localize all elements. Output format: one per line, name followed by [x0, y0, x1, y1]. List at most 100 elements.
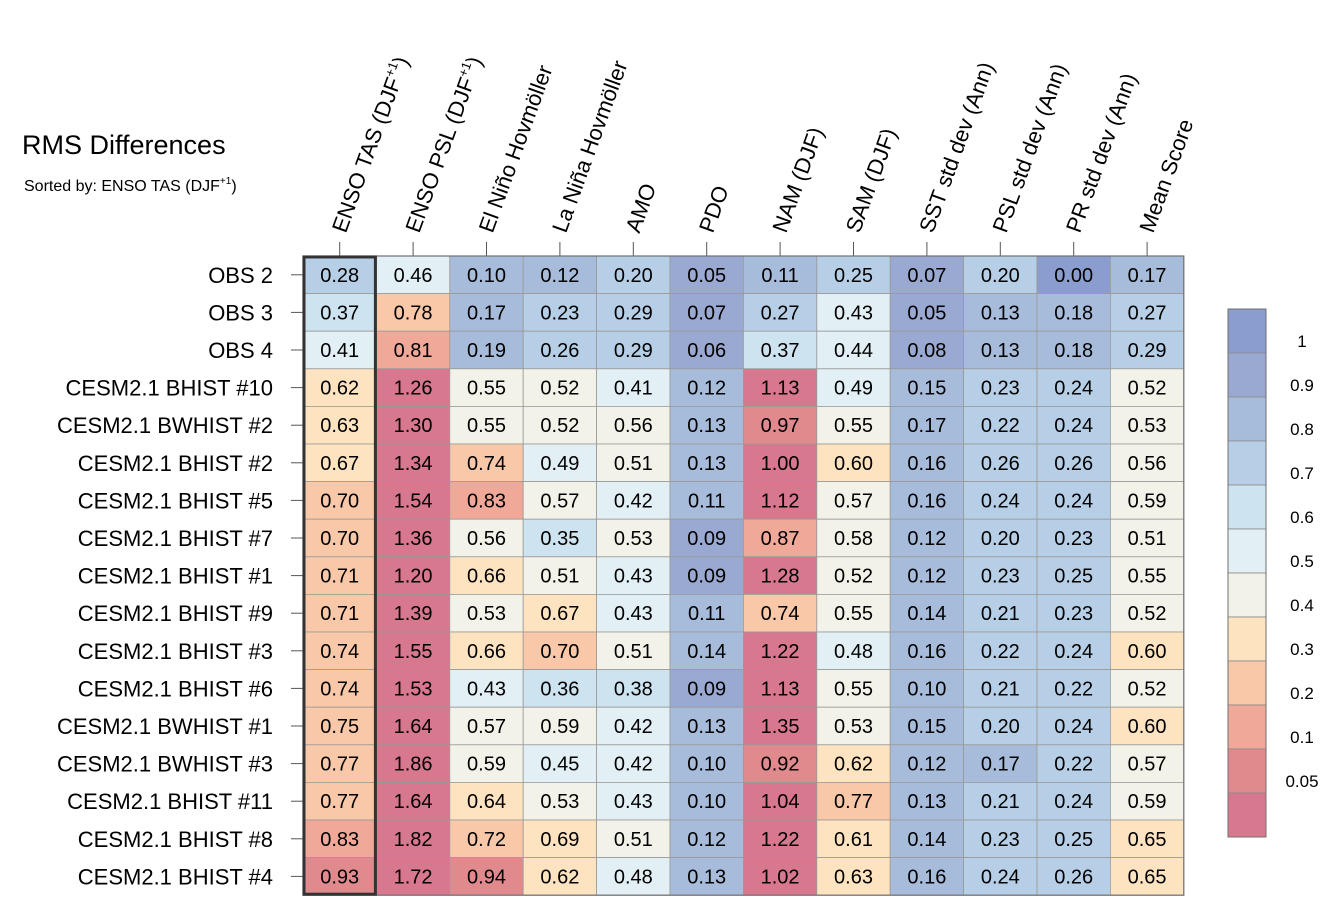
cell-value: 0.63 [320, 415, 359, 437]
row-label: CESM2.1 BHIST #8 [78, 827, 273, 852]
cell-value: 0.72 [467, 829, 506, 851]
cell-value: 0.56 [614, 415, 653, 437]
row-label: CESM2.1 BHIST #7 [78, 526, 273, 551]
highlight-box [302, 255, 377, 896]
cell-value: 0.53 [1128, 415, 1167, 437]
heatmap-cell [1110, 293, 1185, 332]
heatmap-cell [375, 518, 451, 558]
cell-value: 1.30 [394, 415, 433, 437]
cell-value: 0.60 [834, 453, 873, 475]
cell-value: 0.93 [320, 866, 359, 888]
heatmap-cell [596, 782, 671, 821]
cell-value: 0.09 [687, 566, 726, 588]
heatmap-cell [596, 255, 671, 294]
heatmap-cell [302, 857, 377, 896]
colorbar-segment [1227, 616, 1267, 662]
cell-value: 0.60 [1128, 716, 1167, 738]
cell-value: 0.10 [467, 265, 506, 287]
cell-value: 0.00 [1054, 265, 1093, 287]
heatmap-cell [449, 481, 524, 520]
cell-value: 1.54 [394, 490, 433, 512]
cell-value: 0.18 [1054, 340, 1093, 362]
cell-value: 0.28 [320, 265, 359, 287]
row-label: CESM2.1 BWHIST #2 [57, 413, 273, 438]
cell-value: 0.77 [834, 791, 873, 813]
heatmap-cell [889, 293, 965, 332]
cell-value: 0.81 [394, 340, 433, 362]
heatmap-cell [1110, 782, 1185, 821]
heatmap-cell [889, 443, 965, 482]
colorbar-segment [1227, 484, 1267, 530]
colorbar-segment [1227, 528, 1267, 574]
cell-value: 0.13 [687, 453, 726, 475]
sorted-column-highlight [302, 255, 377, 896]
cell-value: 0.92 [761, 754, 800, 776]
colorbar-tick-label: 0.3 [1290, 640, 1314, 659]
cell-value: 0.24 [1054, 415, 1093, 437]
heatmap-cell [669, 443, 744, 482]
column-label: SAM (DJF) [841, 125, 902, 236]
heatmap-cell [596, 744, 671, 783]
cell-value: 0.67 [540, 603, 579, 625]
colorbar-tick-label: 0.2 [1290, 684, 1314, 703]
cell-value: 0.18 [1054, 302, 1093, 324]
cell-value: 0.22 [1054, 754, 1093, 776]
cell-value: 0.41 [614, 378, 653, 400]
cell-value: 0.52 [1128, 678, 1167, 700]
heatmap-cell [375, 556, 451, 595]
heatmap-cell [669, 782, 744, 821]
heatmap-cell [816, 669, 891, 708]
cell-value: 1.55 [394, 641, 433, 663]
heatmap-cell [889, 782, 965, 821]
heatmap-cell [816, 594, 891, 633]
cell-value: 1.00 [761, 453, 800, 475]
heatmap-cell [669, 706, 744, 746]
cell-value: 0.10 [687, 754, 726, 776]
heatmap-cell [743, 631, 818, 670]
cell-value: 0.74 [320, 678, 359, 700]
cell-value: 1.39 [394, 603, 433, 625]
cell-value: 0.41 [320, 340, 359, 362]
cell-value: 0.13 [981, 302, 1020, 324]
cell-value: 1.13 [761, 678, 800, 700]
heatmap-cell [375, 631, 451, 670]
colorbar-tick-label: 0.8 [1290, 420, 1314, 439]
cell-value: 0.23 [981, 378, 1020, 400]
cell-value: 0.16 [907, 866, 946, 888]
heatmap-cell [522, 330, 598, 370]
heatmap-cell [596, 669, 671, 708]
cell-value: 0.22 [1054, 678, 1093, 700]
heatmap-cell [743, 744, 818, 783]
heatmap-cell [743, 368, 818, 407]
heatmap-cell [302, 443, 377, 482]
heatmap-cell [743, 405, 818, 445]
heatmap-cell [816, 706, 891, 746]
heatmap-cell [1110, 706, 1185, 746]
heatmap-cell [743, 481, 818, 520]
cell-value: 0.44 [834, 340, 873, 362]
cell-value: 0.53 [834, 716, 873, 738]
cell-value: 0.52 [540, 415, 579, 437]
colorbar-tick-label: 0.6 [1290, 508, 1314, 527]
heatmap-cell [449, 819, 524, 858]
cell-value: 0.52 [834, 566, 873, 588]
cell-value: 0.66 [467, 566, 506, 588]
colorbar-tick-label: 0.7 [1290, 464, 1314, 483]
heatmap-cell [816, 293, 891, 332]
heatmap-cell [963, 293, 1038, 332]
heatmap-cell [596, 706, 671, 746]
heatmap-cell [669, 631, 744, 670]
heatmap-cell [522, 255, 598, 294]
colorbar-tick-label: 0.4 [1290, 596, 1314, 615]
heatmap-cell [743, 255, 818, 294]
cell-value: 0.42 [614, 490, 653, 512]
heatmap-cell [816, 368, 891, 407]
heatmap-cell [889, 631, 965, 670]
colorbar-segment [1227, 748, 1267, 794]
heatmap-cell [963, 669, 1038, 708]
cell-value: 0.71 [320, 566, 359, 588]
heatmap-cell [449, 706, 524, 746]
colorbar-segment [1227, 440, 1267, 486]
heatmap-cell [375, 706, 451, 746]
cell-value: 0.13 [687, 866, 726, 888]
